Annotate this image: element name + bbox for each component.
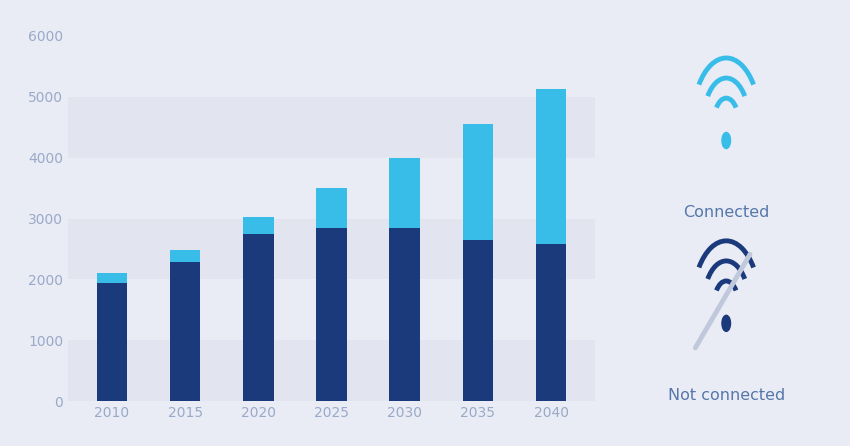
- Bar: [68, 157, 595, 219]
- Bar: [170, 250, 201, 262]
- Bar: [462, 124, 493, 240]
- Text: Not connected: Not connected: [667, 388, 785, 403]
- Bar: [68, 340, 595, 401]
- Bar: [97, 283, 128, 401]
- Bar: [536, 89, 566, 244]
- Bar: [68, 280, 595, 340]
- Circle shape: [722, 132, 730, 149]
- Circle shape: [722, 315, 730, 331]
- Bar: [68, 97, 595, 157]
- Bar: [68, 36, 595, 97]
- Bar: [389, 157, 420, 228]
- Text: Connected: Connected: [683, 205, 769, 220]
- Bar: [316, 188, 347, 228]
- Bar: [243, 234, 274, 401]
- Bar: [243, 217, 274, 234]
- Bar: [389, 228, 420, 401]
- Bar: [97, 273, 128, 283]
- Bar: [316, 228, 347, 401]
- Bar: [170, 262, 201, 401]
- Bar: [536, 244, 566, 401]
- Bar: [462, 240, 493, 401]
- Bar: [68, 219, 595, 280]
